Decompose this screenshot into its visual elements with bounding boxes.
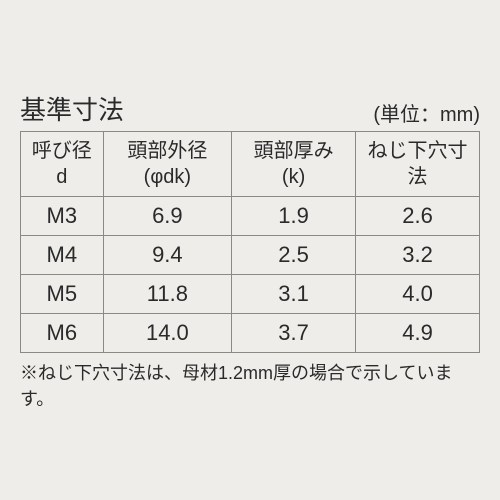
table-cell: M5 xyxy=(21,274,104,313)
header-label: 呼び径 xyxy=(32,138,92,164)
table-cell: 1.9 xyxy=(232,196,356,235)
table-row: M3 6.9 1.9 2.6 xyxy=(21,196,480,235)
table-cell: 4.9 xyxy=(356,313,480,352)
table-row: M6 14.0 3.7 4.9 xyxy=(21,313,480,352)
table-cell: 4.0 xyxy=(356,274,480,313)
table-footnote: ※ねじ下穴寸法は、母材1.2mm厚の場合で示しています。 xyxy=(20,359,480,411)
table-header: 呼び径 d xyxy=(21,131,104,196)
table-title: 基準寸法 xyxy=(20,90,124,127)
table-cell: 3.2 xyxy=(356,235,480,274)
table-header: 頭部外径 (φdk) xyxy=(103,131,232,196)
header-label: ねじ下穴寸法 xyxy=(360,138,475,190)
table-cell: M3 xyxy=(21,196,104,235)
header-sublabel: d xyxy=(56,164,67,190)
table-cell: 2.6 xyxy=(356,196,480,235)
dimensions-table: 呼び径 d 頭部外径 (φdk) 頭部厚み (k) xyxy=(20,131,480,353)
table-cell: 9.4 xyxy=(103,235,232,274)
table-header: ねじ下穴寸法 xyxy=(356,131,480,196)
table-cell: M6 xyxy=(21,313,104,352)
header-label: 頭部厚み xyxy=(254,138,334,164)
table-cell: 6.9 xyxy=(103,196,232,235)
table-row: M5 11.8 3.1 4.0 xyxy=(21,274,480,313)
header-label: 頭部外径 xyxy=(127,138,207,164)
table-header: 頭部厚み (k) xyxy=(232,131,356,196)
table-row: M4 9.4 2.5 3.2 xyxy=(21,235,480,274)
table-cell: 11.8 xyxy=(103,274,232,313)
table-unit: (単位：mm) xyxy=(373,98,480,127)
table-cell: 3.1 xyxy=(232,274,356,313)
table-cell: 2.5 xyxy=(232,235,356,274)
header-sublabel: (φdk) xyxy=(144,164,191,190)
table-cell: 3.7 xyxy=(232,313,356,352)
table-cell: 14.0 xyxy=(103,313,232,352)
header-sublabel: (k) xyxy=(282,164,305,190)
table-cell: M4 xyxy=(21,235,104,274)
